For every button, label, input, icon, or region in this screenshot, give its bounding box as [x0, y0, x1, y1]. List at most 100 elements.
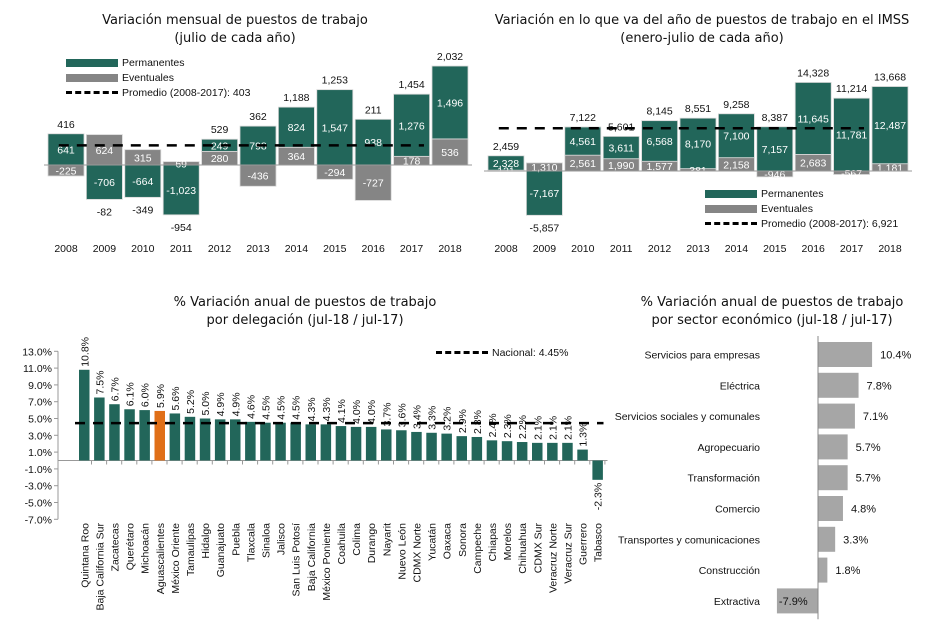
legend-item-eventuales: Eventuales	[66, 70, 250, 85]
data-label-permanentes: 12,487	[874, 120, 906, 132]
data-label: 4.0%	[366, 400, 378, 424]
data-label-eventuales: 536	[441, 147, 459, 159]
legend-item-permanentes: Permanentes	[66, 55, 250, 70]
category-label: Servicios sociales y comunales	[615, 411, 760, 423]
bar-permanentes-2015	[316, 89, 354, 166]
x-tick-label: Guerrero	[578, 523, 590, 565]
bar-Agropecuario	[818, 434, 848, 460]
x-tick-label: 2016	[802, 243, 826, 255]
data-label-total: 7,122	[570, 112, 596, 124]
data-label: 10.4%	[880, 350, 911, 362]
x-tick-label: 2014	[725, 243, 749, 255]
y-tick-label: -1.0%	[25, 464, 52, 476]
bar-Transportes y comunicaciones	[818, 526, 836, 552]
x-tick-label: Chihuahua	[517, 523, 529, 574]
data-label-total: 14,328	[797, 67, 829, 79]
y-tick-label: 1.0%	[28, 447, 52, 459]
data-label: 2.9%	[457, 409, 469, 433]
bar-Baja California	[305, 424, 316, 461]
legend-swatch-permanentes	[705, 189, 757, 198]
x-tick-label: Morelos	[502, 523, 514, 560]
data-label-total: 8,551	[685, 103, 711, 115]
data-label: 1.8%	[835, 565, 860, 577]
x-tick-label: Quintana Roo	[79, 523, 91, 588]
bar-Hidalgo	[199, 418, 211, 461]
bar-Durango	[365, 426, 377, 461]
x-tick-label: Michoacán	[140, 523, 152, 574]
data-label-total: 1,454	[398, 79, 424, 91]
legend-label: Promedio (2008-2017): 403	[122, 86, 251, 99]
x-tick-label: San Luis Potosí	[291, 523, 303, 597]
monthly-title-line1: Variación mensual de puestos de trabajo	[102, 13, 368, 28]
data-label: 4.3%	[321, 397, 333, 421]
data-label: 4.3%	[306, 397, 318, 421]
bar-permanentes-2017	[833, 97, 871, 172]
bar-Eléctrica	[818, 372, 859, 398]
x-tick-label: Durango	[366, 523, 378, 563]
data-label-eventuales: -567	[841, 168, 862, 180]
data-label: 3.6%	[396, 403, 408, 427]
data-label-total: -954	[171, 222, 192, 234]
bar-permanentes-2010	[564, 126, 602, 156]
x-tick-label: CDMX Sur	[532, 523, 544, 574]
data-label-total: 2,459	[493, 141, 519, 153]
bar-Michoacán	[139, 410, 150, 461]
bar-CDMX Norte	[411, 431, 422, 461]
data-label: 4.9%	[230, 392, 242, 416]
bar-México Poniente	[320, 424, 332, 461]
data-label-eventuales: 1,310	[531, 162, 557, 174]
delegacion-chart-panel: % Variación anual de puestos de trabajo …	[0, 290, 610, 620]
bar-Tlaxcala	[245, 421, 256, 461]
bar-Oaxaca	[441, 433, 452, 461]
category-label: Transformación	[687, 473, 760, 485]
data-label-permanentes: -706	[94, 177, 115, 189]
data-label-permanentes: 938	[364, 137, 382, 149]
data-label: 5.7%	[856, 442, 881, 454]
x-tick-label: 2009	[93, 243, 117, 255]
data-label: 5.9%	[155, 384, 167, 408]
data-label-eventuales: 1,577	[646, 161, 672, 173]
bar-Puebla	[230, 419, 241, 461]
data-label-eventuales: 315	[134, 152, 152, 164]
x-tick-label: Yucatán	[427, 523, 439, 561]
data-label-total: -349	[132, 204, 153, 216]
category-label: Transportes y comunicaciones	[618, 534, 760, 546]
data-label: 2.4%	[487, 413, 499, 437]
x-tick-label: 2016	[362, 243, 386, 255]
x-tick-label: Hidalgo	[200, 523, 212, 559]
x-tick-label: 2014	[285, 243, 309, 255]
data-label-total: 8,387	[762, 112, 788, 124]
data-label: 4.0%	[351, 400, 363, 424]
data-label: 2.3%	[502, 414, 514, 438]
data-label-permanentes: 7,157	[762, 144, 788, 156]
ytd-legend: Permanentes Eventuales Promedio (2008-20…	[705, 186, 898, 231]
y-tick-label: 13.0%	[22, 346, 52, 358]
bar-Jalisco	[275, 422, 286, 461]
bar-eventuales-2018	[431, 138, 469, 166]
bar-Quintana Roo	[79, 369, 90, 461]
x-tick-label: Nayarit	[381, 523, 393, 556]
y-tick-label: 11.0%	[23, 363, 52, 375]
x-tick-label: Guanajuato	[215, 523, 227, 577]
sector-chart-panel: % Variación anual de puestos de trabajo …	[610, 290, 934, 620]
data-label: 7.5%	[94, 371, 106, 395]
bar-permanentes-2013	[679, 117, 717, 170]
bar-Nayarit	[381, 429, 392, 461]
legend-item-average: Promedio (2008-2017): 403	[66, 85, 250, 100]
data-label-eventuales: -225	[55, 165, 76, 177]
y-tick-label: 5.0%	[28, 414, 52, 426]
data-label: -7.9%	[779, 596, 808, 608]
x-tick-label: México Poniente	[321, 523, 333, 601]
legend-item-eventuales: Eventuales	[705, 201, 898, 216]
data-label-permanentes: 7,100	[723, 131, 749, 143]
data-label: 7.8%	[867, 380, 892, 392]
data-label-permanentes: -7,167	[530, 188, 560, 200]
bar-permanentes-2009	[526, 170, 563, 216]
x-tick-label: 2012	[648, 243, 672, 255]
data-label-total: 362	[249, 111, 267, 123]
bar-México Oriente	[169, 413, 181, 461]
x-tick-label: 2013	[246, 243, 270, 255]
bar-Chihuahua	[516, 442, 528, 461]
data-label: 5.0%	[200, 392, 212, 416]
